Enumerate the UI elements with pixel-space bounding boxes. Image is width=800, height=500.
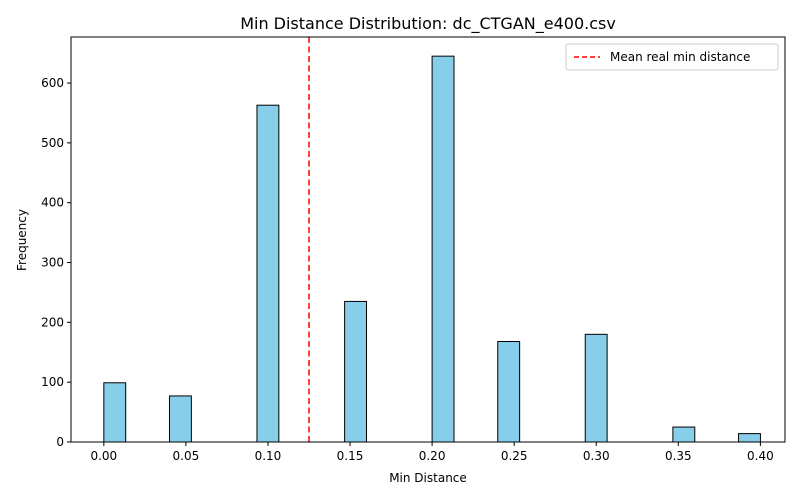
histogram-bar-2 [256, 104, 280, 443]
histogram-bar-6 [584, 333, 608, 443]
x-tick-label-8: 0.40 [747, 449, 774, 463]
bars-group [103, 55, 761, 443]
legend: Mean real min distance [565, 43, 779, 71]
histogram-bar-5 [497, 340, 521, 443]
plot-frame [70, 36, 786, 443]
y-tick-label-1: 100 [41, 375, 64, 389]
histogram-bar-7 [672, 426, 696, 443]
x-axis-label: Min Distance [389, 471, 467, 485]
x-tick-label-0: 0.00 [90, 449, 117, 463]
histogram-bar-4 [431, 55, 455, 443]
histogram-bar-0 [103, 382, 127, 443]
x-tick-label-6: 0.30 [583, 449, 610, 463]
y-tick-label-2: 200 [41, 315, 64, 329]
x-tick-label-5: 0.25 [501, 449, 528, 463]
x-axis-ticks: 0.00 0.05 0.10 0.15 0.20 0.25 0.30 0.35 0.40 [90, 442, 774, 463]
y-tick-label-3: 300 [41, 256, 64, 270]
chart-title: Min Distance Distribution: dc_CTGAN_e400… [240, 14, 616, 34]
x-tick-label-2: 0.10 [255, 449, 282, 463]
x-tick-label-4: 0.20 [419, 449, 446, 463]
legend-box [565, 43, 779, 71]
x-tick-label-7: 0.35 [665, 449, 692, 463]
histogram-bar-8 [738, 433, 761, 443]
y-tick-label-5: 500 [41, 136, 64, 150]
x-tick-label-3: 0.15 [337, 449, 364, 463]
y-tick-label-0: 0 [56, 435, 64, 449]
histogram-bar-3 [344, 300, 367, 443]
y-axis-label: Frequency [15, 209, 29, 271]
histogram-bar-1 [168, 395, 192, 443]
y-tick-label-4: 400 [41, 196, 64, 210]
legend-mean-line-label: Mean real min distance [610, 50, 750, 64]
y-axis-ticks: 0 100 200 300 400 500 600 [41, 76, 71, 449]
x-tick-label-1: 0.05 [173, 449, 200, 463]
y-tick-label-6: 600 [41, 76, 64, 90]
